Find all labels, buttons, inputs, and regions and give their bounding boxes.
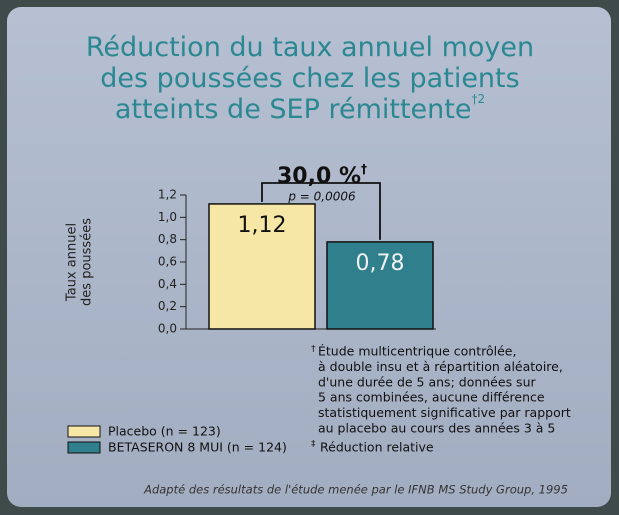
y-axis-label: Taux annuel — [65, 223, 80, 302]
footnote-line: 5 ans combinées, aucune différence — [318, 390, 545, 405]
footnote-line: Étude multicentrique contrôlée, — [318, 344, 516, 359]
source: Adapté des résultats de l'étude menée pa… — [143, 483, 568, 497]
bar — [326, 241, 434, 330]
bracket — [261, 182, 381, 240]
bar — [208, 203, 316, 330]
difference-mark: † — [361, 162, 367, 176]
title-line: des poussées chez les patients — [100, 63, 519, 94]
footnote-line: d'une durée de 5 ans; données sur — [318, 374, 536, 389]
y-tick-label: 0,4 — [158, 277, 177, 291]
difference-label: 30,0 %† — [277, 162, 367, 190]
y-tick-label: 1,2 — [158, 188, 177, 202]
footnote-line: au placebo au cours des années 3 à 5 — [318, 421, 555, 436]
y-tick-label: 0,0 — [158, 322, 177, 336]
footnote-symbol: ‡ — [311, 440, 316, 450]
p-value: p = 0,0006 — [287, 190, 356, 204]
y-axis-label: des poussées — [80, 218, 95, 306]
value-label: 1,12 — [238, 213, 287, 238]
footnote-line: statistiquement significative par rappor… — [318, 405, 571, 420]
footnote-line: Réduction relative — [320, 440, 434, 455]
y-tick-label: 0,2 — [158, 299, 177, 313]
footnote-symbol: † — [311, 345, 316, 355]
y-tick-label: 0,8 — [158, 232, 177, 246]
difference-value: 30,0 % — [277, 164, 361, 189]
title-line: Réduction du taux annuel moyen — [86, 32, 534, 63]
value-label: 0,78 — [356, 251, 405, 276]
legend-swatch — [67, 425, 101, 438]
chart-title: atteints de SEP rémittente†2 — [115, 92, 485, 125]
title-note: †2 — [471, 92, 485, 106]
chart-title: Réduction du taux annuel moyen — [86, 32, 534, 63]
chart-title: des poussées chez les patients — [100, 63, 519, 94]
title-line: atteints de SEP rémittente — [115, 94, 472, 125]
legend-label: Placebo (n = 123) — [108, 424, 221, 439]
legend-label: BETASERON 8 MUI (n = 124) — [108, 440, 287, 455]
y-tick-label: 0,6 — [158, 255, 177, 269]
y-tick-label: 1,0 — [158, 210, 177, 224]
legend-swatch — [67, 441, 101, 454]
footnote-line: à double insu et à répartition aléatoire… — [318, 359, 563, 374]
